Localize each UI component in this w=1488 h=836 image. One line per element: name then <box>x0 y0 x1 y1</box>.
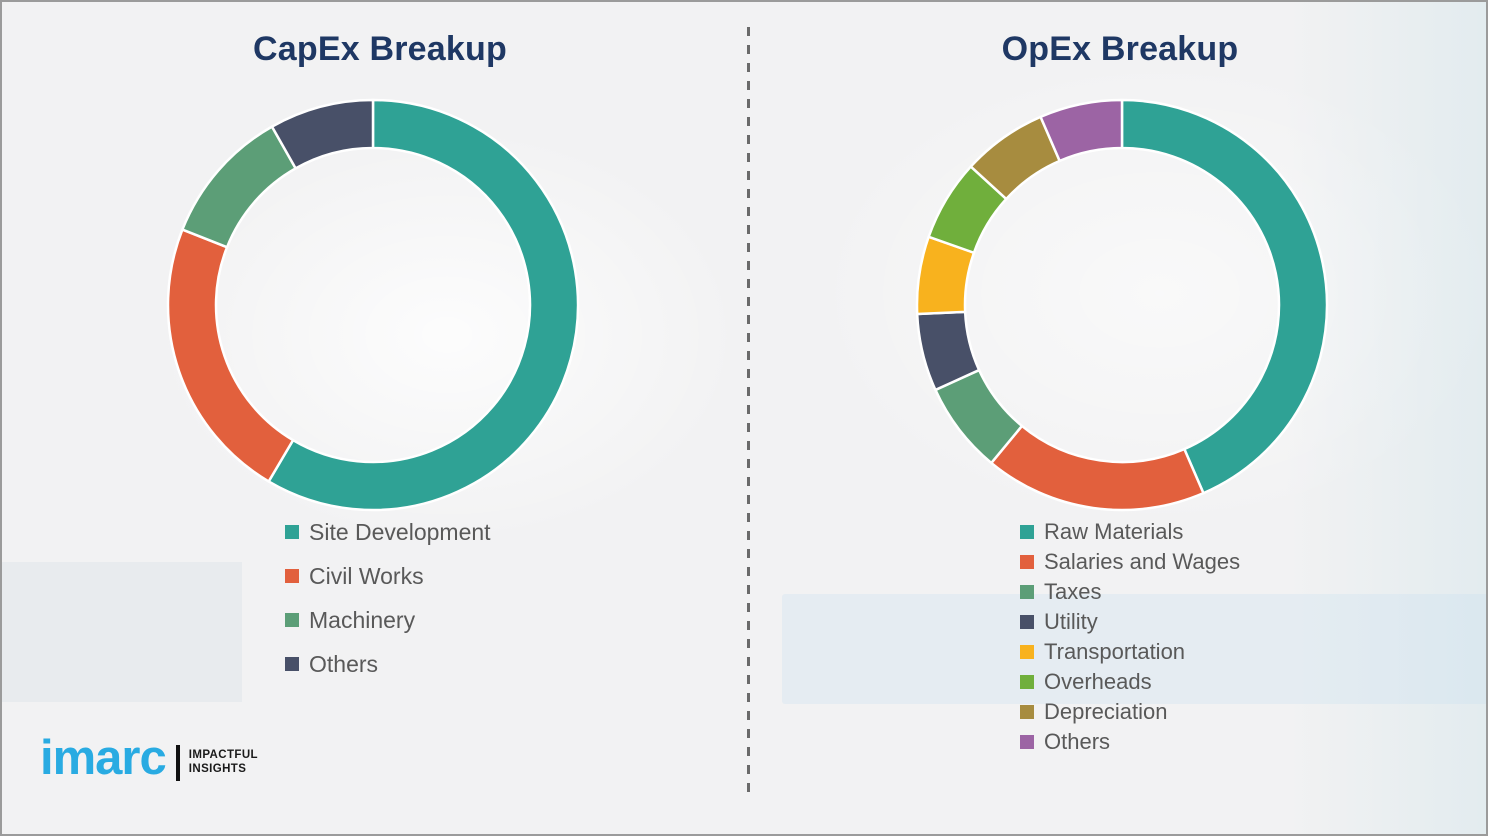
legend-item-depreciation: Depreciation <box>1020 697 1240 727</box>
legend-swatch-icon <box>1020 555 1034 569</box>
legend-item-site-development: Site Development <box>285 510 491 554</box>
legend-item-others: Others <box>1020 727 1240 757</box>
legend-label: Overheads <box>1044 669 1152 694</box>
legend-label: Machinery <box>309 606 416 633</box>
opex-donut-chart <box>915 98 1329 512</box>
legend-swatch-icon <box>285 569 299 583</box>
opex-chart-title: OpEx Breakup <box>1001 30 1239 68</box>
legend-label: Civil Works <box>309 562 424 589</box>
legend-item-utility: Utility <box>1020 607 1240 637</box>
donut-segment-site-development <box>267 98 580 512</box>
capex-legend: Site Development Civil Works Machinery Othe… <box>285 510 491 686</box>
dashed-divider <box>747 27 750 792</box>
legend-label: Site Development <box>309 518 491 545</box>
legend-label: Depreciation <box>1044 699 1168 724</box>
legend-label: Others <box>309 650 379 677</box>
capex-chart-title: CapEx Breakup <box>253 30 507 68</box>
legend-swatch-icon <box>1020 735 1034 749</box>
legend-swatch-icon <box>285 525 299 539</box>
donut-segment-raw-materials <box>1120 98 1329 495</box>
legend-item-overheads: Overheads <box>1020 667 1240 697</box>
imarc-logo-wordmark: imarc <box>40 731 167 785</box>
legend-swatch-icon <box>1020 585 1034 599</box>
imarc-logo: imarc IMPACTFUL INSIGHTS <box>40 734 258 787</box>
legend-item-transportation: Transportation <box>1020 637 1240 667</box>
legend-item-raw-materials: Raw Materials <box>1020 517 1240 547</box>
imarc-logo-divider-bar <box>175 744 180 781</box>
legend-swatch-icon <box>285 613 299 627</box>
legend-item-salaries-and-wages: Salaries and Wages <box>1020 547 1240 577</box>
legend-label: Transportation <box>1044 639 1186 664</box>
donut-segment-others <box>1039 98 1124 163</box>
legend-label: Taxes <box>1044 579 1102 604</box>
capex-donut-chart <box>166 98 580 512</box>
legend-label: Utility <box>1044 609 1098 634</box>
legend-swatch-icon <box>1020 645 1034 659</box>
legend-item-others: Others <box>285 642 491 686</box>
legend-item-civil-works: Civil Works <box>285 554 491 598</box>
donut-segment-others <box>270 98 375 170</box>
imarc-logo-tagline: IMPACTFUL INSIGHTS <box>188 748 258 775</box>
legend-label: Salaries and Wages <box>1044 549 1241 574</box>
opex-legend: Raw Materials Salaries and Wages Taxes Util… <box>1020 517 1240 757</box>
legend-swatch-icon <box>1020 525 1034 539</box>
donut-segment-civil-works <box>166 228 295 483</box>
legend-item-taxes: Taxes <box>1020 577 1240 607</box>
donut-segment-salaries-and-wages <box>990 424 1205 512</box>
legend-swatch-icon <box>1020 675 1034 689</box>
legend-swatch-icon <box>1020 705 1034 719</box>
donut-segment-machinery <box>181 125 297 249</box>
legend-swatch-icon <box>1020 615 1034 629</box>
legend-label: Others <box>1044 729 1111 754</box>
legend-swatch-icon <box>285 657 299 671</box>
legend-item-machinery: Machinery <box>285 598 491 642</box>
legend-label: Raw Materials <box>1044 519 1184 544</box>
